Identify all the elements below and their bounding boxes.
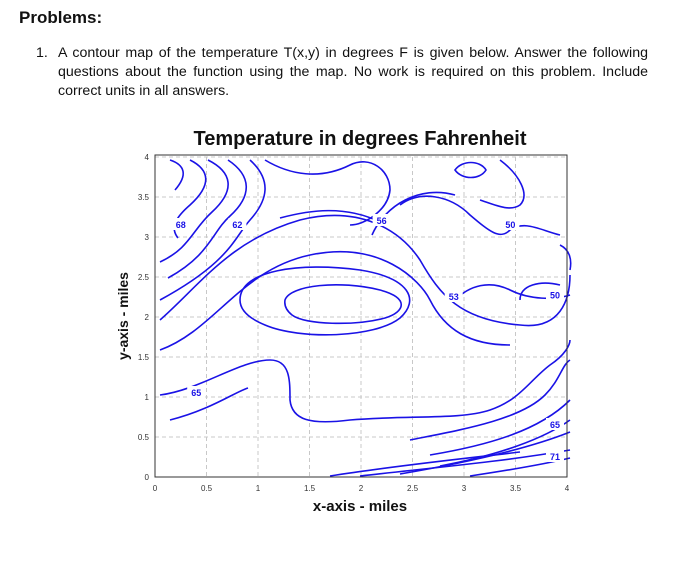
contour-label-bg: [546, 450, 564, 462]
contour-label-bg: [501, 218, 520, 230]
contour-line: [159, 159, 229, 263]
contour-line: [409, 359, 571, 441]
contour-label: 56: [377, 216, 387, 226]
chart-grid: [154, 156, 568, 478]
contour-label: 50: [505, 220, 515, 230]
contour-line: [159, 250, 511, 351]
contour-line: [284, 284, 402, 325]
x-axis-label: x-axis - miles: [313, 498, 407, 515]
x-tick-label: 3.5: [510, 484, 522, 493]
x-tick-label: 1: [256, 484, 261, 493]
y-tick-label: 1.5: [138, 353, 150, 362]
problem-1: 1. A contour map of the temperature T(x,…: [36, 44, 648, 101]
y-axis-label: y-axis - miles: [115, 272, 131, 360]
plot-frame: [154, 154, 568, 478]
contour-line: [279, 209, 381, 223]
contour-label: 53: [449, 292, 459, 302]
x-tick-label: 4: [565, 484, 570, 493]
y-tick-label: 0.5: [138, 433, 150, 442]
contour-label-bg: [187, 386, 206, 398]
contour-label-bg: [372, 214, 391, 226]
contour-line: [429, 399, 571, 456]
problems-heading: Problems:: [19, 8, 103, 27]
y-tick-label: 1: [145, 393, 150, 402]
contour-line: [167, 159, 247, 279]
contour-line: [169, 159, 184, 191]
contour-label-bg: [228, 218, 247, 230]
contour-label: 71: [550, 452, 560, 462]
y-tick-labels: 0 0.5 1 1.5 2 2.5 3 3.5 4: [138, 153, 150, 482]
y-tick-label: 2: [145, 313, 150, 322]
x-tick-label: 3: [462, 484, 467, 493]
contour-line: [159, 339, 571, 423]
y-tick-label: 2.5: [138, 273, 150, 282]
chart-title: Temperature in degrees Fahrenheit: [193, 128, 526, 150]
contour-line: [239, 266, 411, 336]
problem-text: A contour map of the temperature T(x,y) …: [58, 45, 648, 99]
contour-lines: [159, 159, 572, 477]
contour-line: [159, 214, 571, 327]
x-tick-label: 0.5: [201, 484, 213, 493]
y-tick-label: 3: [145, 233, 150, 242]
contour-label-bg: [171, 218, 190, 230]
y-tick-label: 0: [145, 473, 150, 482]
contour-line: [264, 159, 391, 226]
y-tick-label: 3.5: [138, 193, 150, 202]
contour-line: [169, 387, 249, 421]
x-tick-label: 2: [359, 484, 364, 493]
y-tick-label: 4: [145, 153, 150, 162]
contour-line: [454, 161, 487, 179]
contour-labels: 68 62 56 50 53 50 65 65 71: [171, 214, 564, 462]
contour-label: 62: [232, 220, 242, 230]
x-tick-labels: 0 0.5 1 1.5 2 2.5 3 3.5 4: [153, 484, 570, 493]
contour-line: [359, 449, 571, 477]
contour-line: [479, 159, 525, 209]
contour-label-bg: [444, 290, 463, 302]
contour-label: 50: [550, 290, 560, 300]
contour-label: 65: [191, 388, 201, 398]
contour-line: [399, 431, 571, 475]
contour-line: [329, 451, 521, 477]
contour-label: 65: [550, 420, 560, 430]
contour-label-bg: [546, 288, 564, 301]
contour-line: [399, 195, 561, 236]
x-tick-label: 1.5: [304, 484, 316, 493]
contour-line: [559, 244, 572, 271]
contour-label: 68: [176, 220, 186, 230]
problem-number: 1.: [36, 45, 48, 61]
x-tick-label: 0: [153, 484, 158, 493]
x-tick-label: 2.5: [407, 484, 419, 493]
contour-line: [519, 282, 561, 301]
contour-label-bg: [546, 418, 564, 430]
contour-line: [159, 159, 266, 301]
